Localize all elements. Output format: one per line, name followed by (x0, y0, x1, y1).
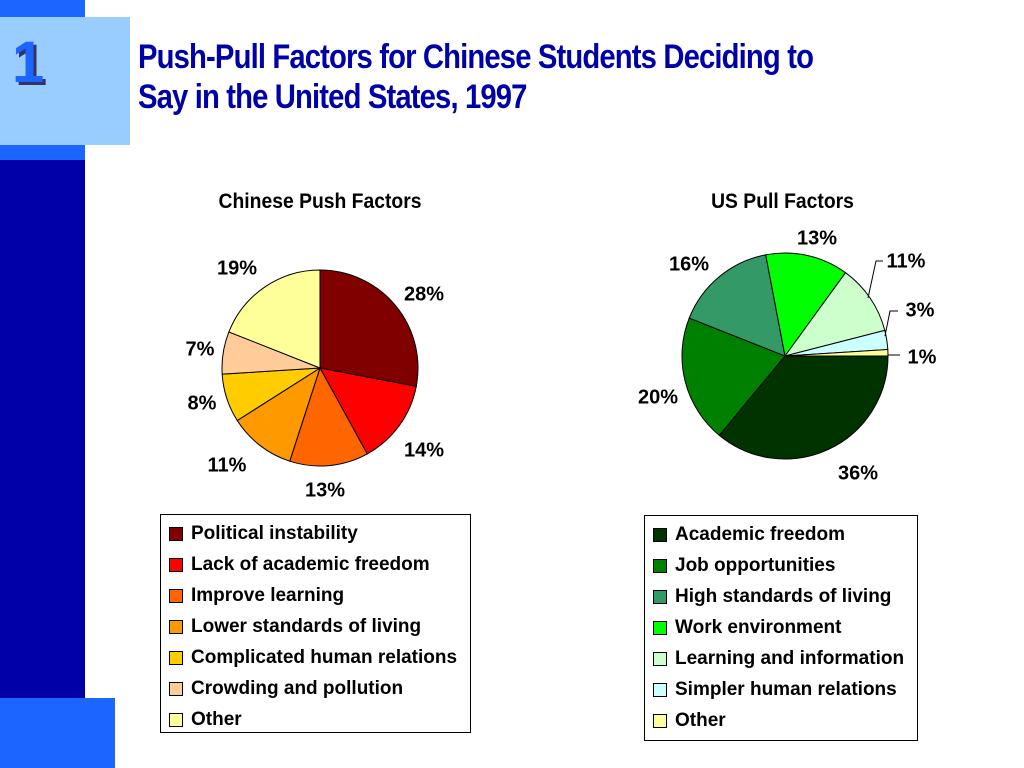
data-label-1-6: 1% (908, 346, 937, 368)
legend-item: Improve learning (169, 580, 470, 611)
pie-slice-0-2 (289, 366, 368, 467)
legend-item: Work environment (653, 612, 917, 643)
legend-item: Complicated human relations (169, 642, 470, 673)
data-label-1-4: 11% (887, 250, 926, 272)
legend-label: Other (191, 708, 242, 730)
legend-item: Learning and information (653, 643, 917, 674)
legend-item: Job opportunities (653, 550, 917, 581)
legend-item: Political instability (169, 518, 470, 549)
pie-slice-1-0 (718, 355, 889, 460)
pie-slice-0-0 (319, 269, 419, 387)
slide-title: Push-Pull Factors for Chinese Students D… (138, 38, 814, 116)
legend-swatch (653, 589, 667, 604)
legend-swatch (653, 682, 667, 697)
data-label-1-0: 36% (838, 462, 878, 484)
legend-label: Work environment (675, 616, 842, 638)
pie-pull-factors (681, 252, 889, 460)
legend-label: Simpler human relations (675, 678, 897, 700)
legend-item: Academic freedom (653, 519, 917, 550)
pie-slice-0-6 (228, 269, 321, 369)
data-label-0-5: 7% (186, 338, 215, 360)
legend-pull: Academic freedom Job opportunities High st… (644, 515, 918, 741)
legend-swatch (653, 558, 667, 573)
data-label-1-2: 16% (669, 253, 709, 275)
slide-number: 1 (12, 30, 45, 95)
pie-slice-0-1 (319, 367, 417, 455)
legend-item: Crowding and pollution (169, 673, 470, 704)
legend-label: Learning and information (675, 647, 905, 669)
legend-label: Improve learning (191, 584, 345, 606)
legend-swatch (653, 651, 667, 666)
pie-slice-1-4 (783, 271, 886, 357)
legend-label: Political instability (191, 522, 358, 544)
legend-swatch (169, 588, 183, 603)
sidebar-light-bottom (0, 698, 115, 768)
data-label-0-2: 13% (305, 479, 345, 501)
legend-label: Lack of academic freedom (191, 553, 430, 575)
legend-swatch (169, 681, 183, 696)
data-label-1-3: 13% (797, 227, 837, 249)
legend-item: Lower standards of living (169, 611, 470, 642)
legend-label: Lower standards of living (191, 615, 422, 637)
pie-slice-1-1 (681, 317, 786, 437)
pie-push-factors (221, 269, 419, 467)
pie-slice-0-3 (236, 366, 321, 462)
legend-item: Other (169, 704, 470, 735)
chart-title-push: Chinese Push Factors (218, 190, 422, 213)
data-label-0-6: 19% (217, 257, 257, 279)
legend-swatch (653, 620, 667, 635)
legend-push: Political instability Lack of academic fr… (160, 514, 471, 733)
pie-slice-1-6 (784, 349, 889, 357)
legend-swatch (653, 713, 667, 728)
legend-label: Academic freedom (675, 523, 846, 545)
data-label-0-3: 11% (208, 454, 247, 476)
pie-slice-1-3 (765, 252, 847, 358)
data-label-0-0: 28% (404, 283, 444, 305)
legend-swatch (169, 526, 183, 541)
legend-item: High standards of living (653, 581, 917, 612)
legend-swatch (169, 557, 183, 572)
legend-label: Complicated human relations (191, 646, 458, 668)
legend-item: Simpler human relations (653, 674, 917, 705)
slide-number-box (0, 17, 130, 145)
legend-label: Other (675, 709, 726, 731)
pie-slice-1-2 (688, 254, 786, 357)
legend-swatch (169, 650, 183, 665)
legend-label: Crowding and pollution (191, 677, 404, 699)
legend-item: Lack of academic freedom (169, 549, 470, 580)
data-label-0-1: 14% (404, 439, 444, 461)
legend-swatch (169, 619, 183, 634)
pie-labels: 28% 14% 13% 11% 8% 7% 19% 36% 20% 16% 13% 11% 3% 1% (186, 227, 937, 501)
legend-label: Job opportunities (675, 554, 836, 576)
legend-label: High standards of living (675, 585, 892, 607)
legend-swatch (169, 712, 183, 727)
data-label-0-4: 8% (188, 392, 217, 414)
leader-line-1-4 (867, 260, 883, 299)
leader-line-1-5 (884, 310, 898, 337)
legend-item: Other (653, 705, 917, 736)
data-label-1-5: 3% (906, 299, 935, 321)
chart-title-pull: US Pull Factors (711, 190, 854, 213)
data-label-1-1: 20% (638, 386, 678, 408)
legend-swatch (653, 527, 667, 542)
